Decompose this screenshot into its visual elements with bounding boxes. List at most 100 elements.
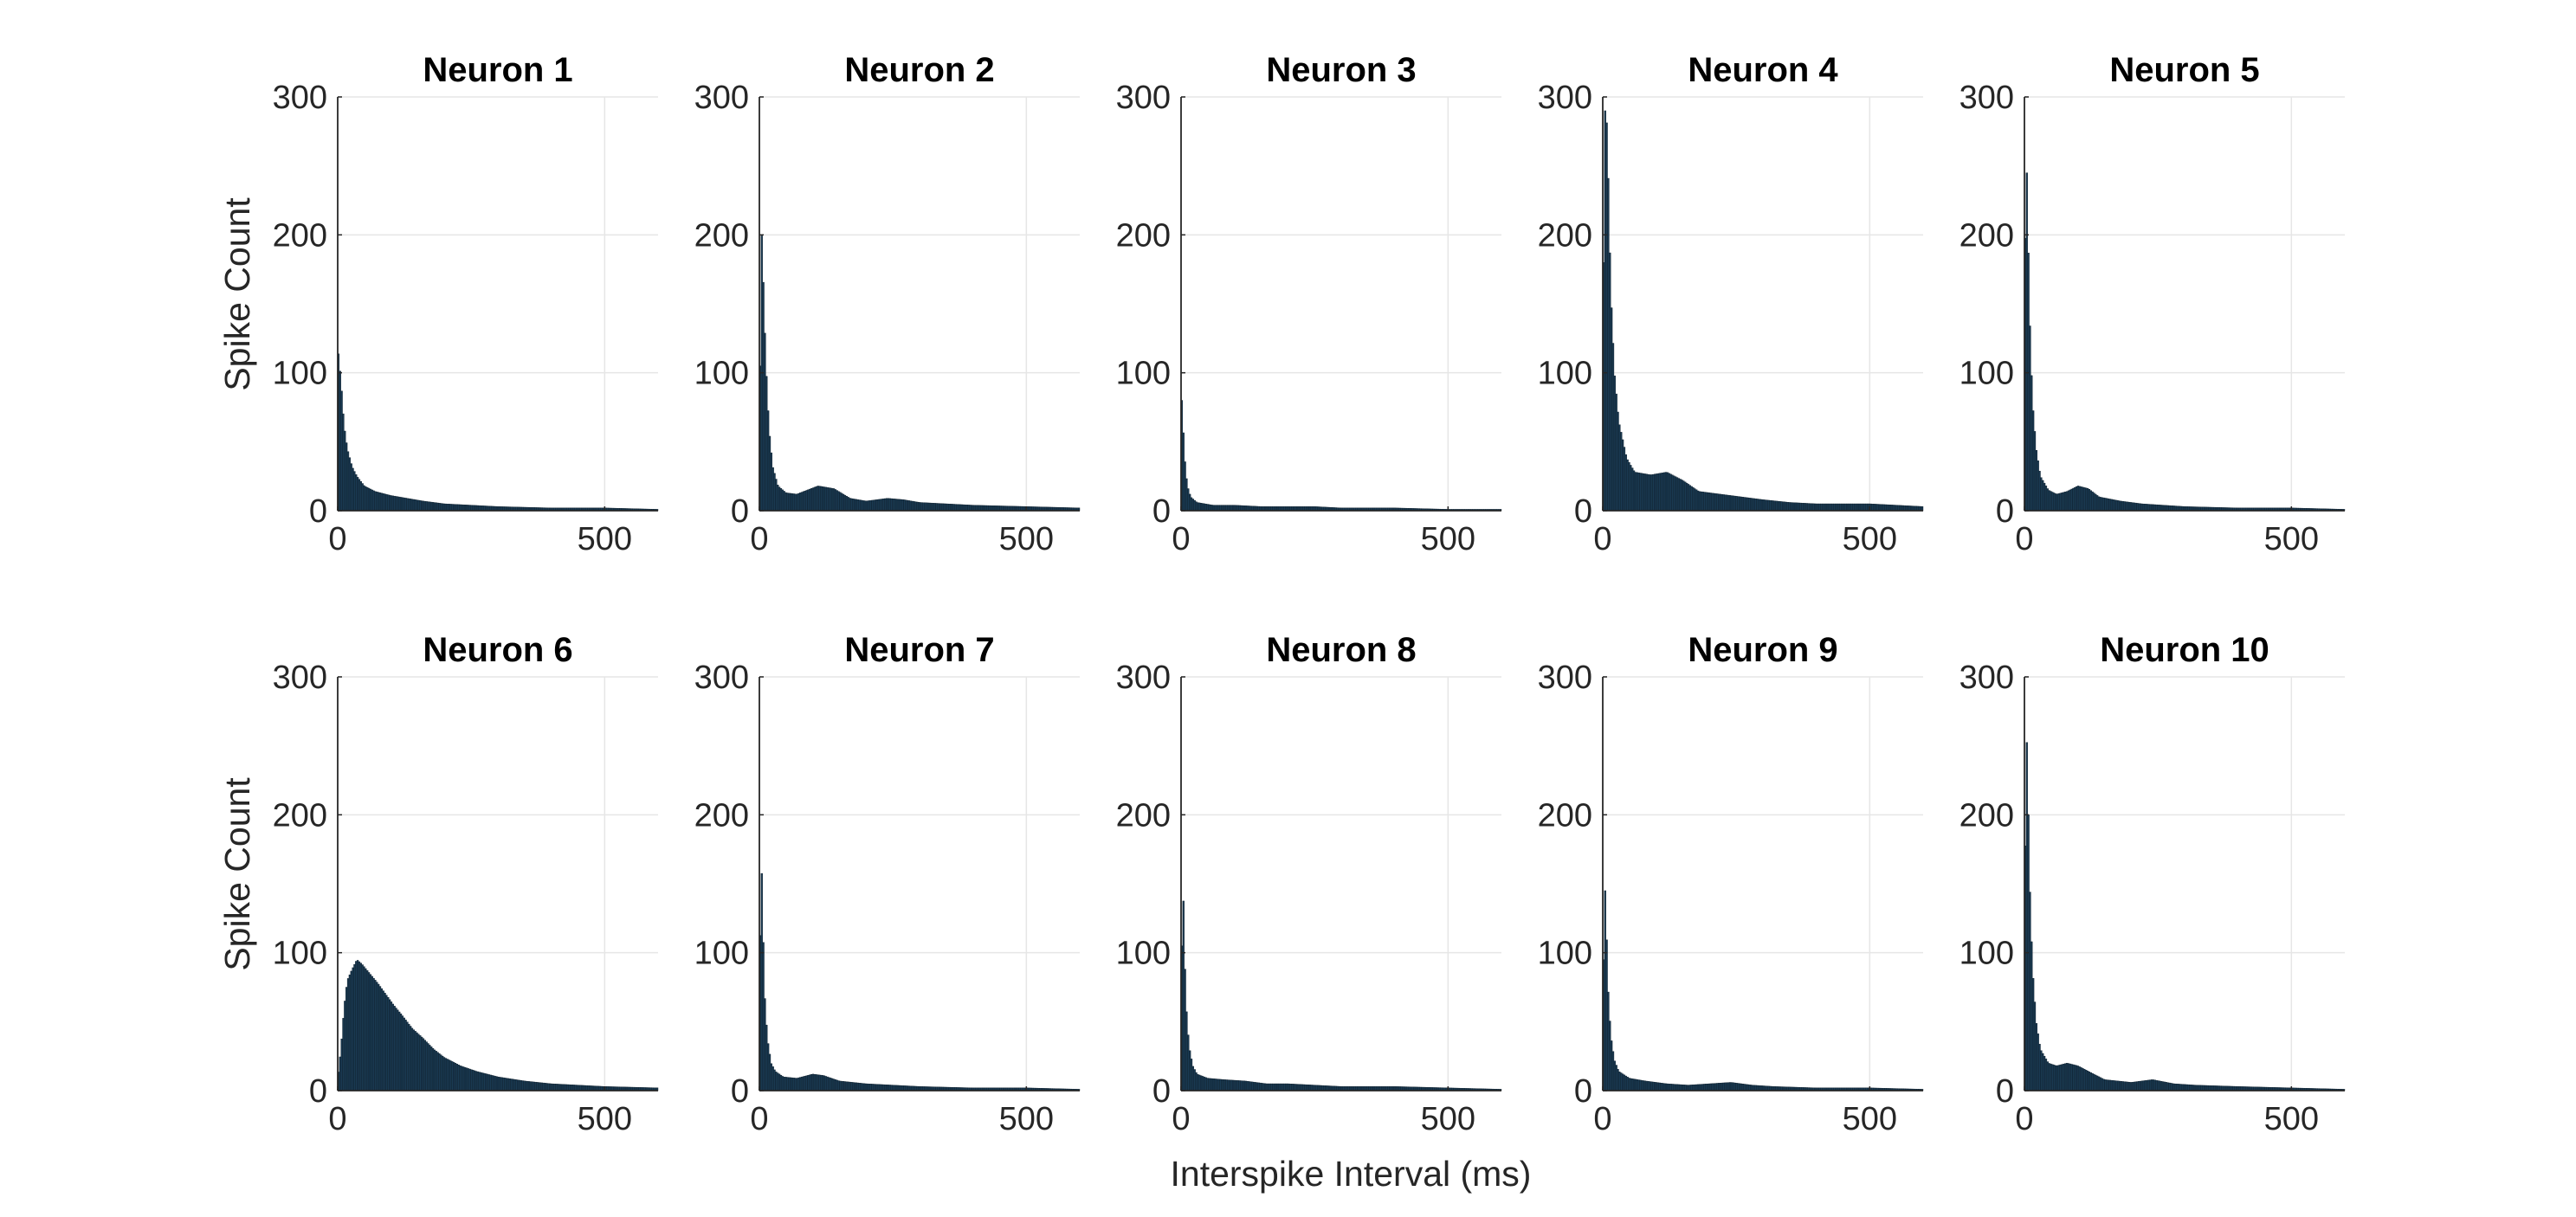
histogram-bar (451, 504, 454, 512)
histogram-bar (2037, 460, 2039, 512)
histogram-bars (1602, 890, 1924, 1091)
histogram-bar (1240, 1080, 1243, 1091)
histogram-bar (1308, 1085, 1312, 1091)
histogram-bar (2106, 1079, 2108, 1091)
histogram-bar (2080, 1067, 2082, 1091)
histogram-bar (380, 988, 384, 1091)
histogram-bar (770, 452, 773, 512)
histogram-bar (1701, 492, 1704, 512)
histogram-bar (1685, 1085, 1688, 1091)
histogram-bar (1643, 473, 1645, 512)
y-tick-label: 0 (1574, 493, 1592, 530)
histogram-bar (1628, 462, 1630, 512)
histogram-bar (2035, 1023, 2037, 1091)
histogram-bar (850, 498, 853, 512)
histogram-bar (412, 499, 416, 512)
x-tick-label: 0 (1172, 1101, 1190, 1137)
histogram-bar (1849, 503, 1851, 512)
histogram-bar (804, 1075, 806, 1091)
histogram-bar (900, 499, 902, 512)
histogram-bar (1688, 1085, 1691, 1091)
histogram-bar (1737, 496, 1740, 512)
histogram-bar (348, 974, 352, 1091)
histogram-bar (959, 504, 962, 512)
histogram-bar (472, 505, 475, 512)
histogram-bar (1813, 503, 1817, 512)
histogram-bar (1233, 505, 1236, 512)
histogram-bar (2086, 1071, 2089, 1091)
histogram-bar (1876, 504, 1879, 512)
histogram-bar (2057, 493, 2060, 512)
histogram-bar (1317, 1085, 1320, 1091)
histogram-bar (350, 463, 352, 512)
histogram-bar (1817, 503, 1819, 512)
histogram-bar (487, 1074, 490, 1091)
histogram-bar (2160, 1081, 2163, 1091)
histogram-bar (1780, 501, 1783, 512)
histogram-bar (958, 504, 960, 512)
histogram-bar (1705, 492, 1708, 512)
histogram-bar (1671, 1084, 1674, 1091)
histogram-bar (453, 504, 455, 512)
histogram-bar (1677, 478, 1680, 512)
histogram-bar (1195, 1072, 1198, 1091)
histogram-bar (451, 1061, 454, 1091)
histogram-bar (1605, 939, 1608, 1091)
histogram-bar (809, 1074, 811, 1091)
histogram-bar (804, 490, 806, 512)
x-tick-label: 500 (2264, 521, 2319, 557)
histogram-bar (363, 966, 365, 1091)
histogram-bar (850, 1082, 853, 1091)
histogram-bar (871, 1084, 874, 1091)
histogram-bar (1711, 1083, 1714, 1091)
histogram-bar (1204, 503, 1207, 512)
y-tick-label: 100 (273, 936, 327, 972)
histogram-bar (1283, 1083, 1286, 1091)
histogram-bar (374, 980, 377, 1091)
histogram-bar (2050, 491, 2052, 512)
histogram-bar (416, 499, 418, 512)
histogram-bar (1753, 1085, 1755, 1091)
histogram-bar (830, 487, 832, 512)
y-tick-label: 0 (1574, 1073, 1592, 1110)
histogram-bar (928, 502, 932, 512)
histogram-bar (901, 499, 904, 512)
histogram-bar (1745, 1084, 1747, 1091)
histogram-bar (2065, 1063, 2069, 1091)
histogram-bar (1894, 505, 1896, 512)
histogram-bar (2048, 1063, 2050, 1091)
histogram-bar (1263, 1083, 1267, 1091)
histogram-bar (2070, 1064, 2073, 1091)
histogram-bar (2198, 1085, 2201, 1091)
histogram-bar (1617, 1069, 1619, 1091)
histogram-bar (792, 1078, 795, 1091)
histogram-bar (385, 995, 388, 1091)
histogram-bar (542, 1082, 545, 1091)
histogram-bar (784, 492, 787, 512)
histogram-bar (550, 1083, 553, 1091)
histogram-bar (2139, 1080, 2142, 1091)
histogram-bar (365, 968, 367, 1091)
histogram-bar (1604, 890, 1606, 1091)
x-axis-label: Interspike Interval (ms) (1171, 1154, 1532, 1194)
histogram-bar (2059, 493, 2062, 512)
histogram-bar (1217, 1079, 1220, 1091)
histogram-bar (2131, 502, 2134, 512)
histogram-bar (1826, 503, 1830, 512)
histogram-bar (412, 1029, 416, 1091)
y-tick-label: 0 (309, 493, 327, 530)
histogram-bar (1219, 1079, 1222, 1091)
y-tick-label: 100 (1116, 356, 1171, 392)
histogram-bar (1871, 504, 1874, 512)
y-tick-label: 200 (273, 217, 327, 254)
histogram-bar (495, 1076, 499, 1091)
x-tick-label: 500 (578, 1101, 632, 1137)
histogram-bar (849, 1081, 851, 1091)
histogram-bar (474, 1070, 476, 1091)
histogram-bar (1211, 505, 1214, 512)
histogram-bar (2083, 487, 2086, 512)
histogram-bar (1257, 1082, 1260, 1091)
histogram-bar (1618, 424, 1621, 512)
histogram-bar (922, 502, 925, 512)
histogram-bar (1227, 1079, 1230, 1091)
